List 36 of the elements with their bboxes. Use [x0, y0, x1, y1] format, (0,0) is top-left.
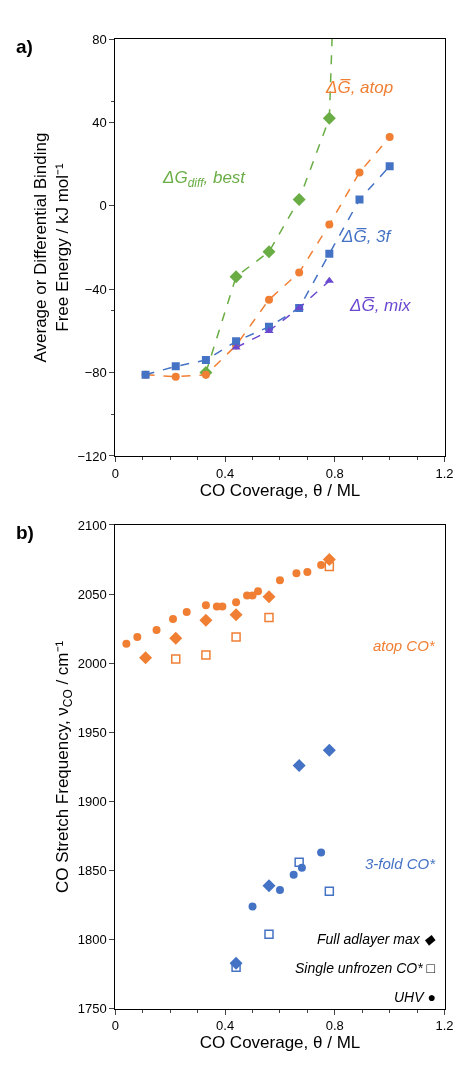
- y-tick-label: 1950: [77, 724, 107, 740]
- y-tick-label: 1900: [77, 793, 107, 809]
- x-tick-label: 0.8: [325, 465, 344, 481]
- y-tick-label: 80: [92, 31, 107, 47]
- y-tick-label: 0: [99, 198, 107, 214]
- annotation: atop CO*: [373, 637, 436, 654]
- y-tick-label: 2050: [77, 586, 107, 602]
- x-axis-title: CO Coverage, θ / ML: [199, 1033, 361, 1053]
- y-tick-label: 1850: [77, 863, 107, 879]
- y-tick-label: −120: [77, 448, 107, 464]
- x-tick-label: 1.2: [435, 1018, 454, 1034]
- x-tick-label: 0.4: [216, 1018, 235, 1034]
- y-tick-label: −40: [84, 281, 107, 297]
- annotation: 3-fold CO*: [365, 855, 437, 872]
- annotation: UHV ●: [394, 989, 436, 1005]
- x-tick-label: 0: [111, 1018, 120, 1034]
- chart-title: b): [16, 522, 34, 543]
- x-tick-label: 0.4: [216, 465, 235, 481]
- text: ΔG̅, atop: [325, 78, 394, 97]
- y-tick-label: −80: [84, 365, 107, 381]
- x-tick-label: 1.2: [435, 465, 454, 481]
- y-axis-title: Average or Differential Binding Free Energy / kJ mol⁻¹: [30, 132, 72, 363]
- chart-title: a): [16, 36, 33, 57]
- y-tick-label: 1800: [77, 932, 107, 948]
- series-label: ΔG̅, 3f: [341, 227, 393, 246]
- x-tick-label: 0: [111, 465, 120, 481]
- text: ΔG$_{diff}$, best: [162, 168, 247, 190]
- y-tick-label: 2000: [77, 655, 107, 671]
- y-tick-label: 2100: [77, 517, 107, 533]
- annotation: Full adlayer max ◆: [317, 931, 436, 947]
- annotation: Single unfrozen CO* □: [295, 960, 436, 976]
- series-label: ΔG̅, mix: [349, 296, 412, 315]
- x-tick-label: 0.8: [325, 1018, 344, 1034]
- y-tick-label: 1750: [77, 1001, 107, 1017]
- x-axis-title: CO Coverage, θ / ML: [199, 480, 361, 500]
- y-tick-label: 40: [92, 114, 107, 130]
